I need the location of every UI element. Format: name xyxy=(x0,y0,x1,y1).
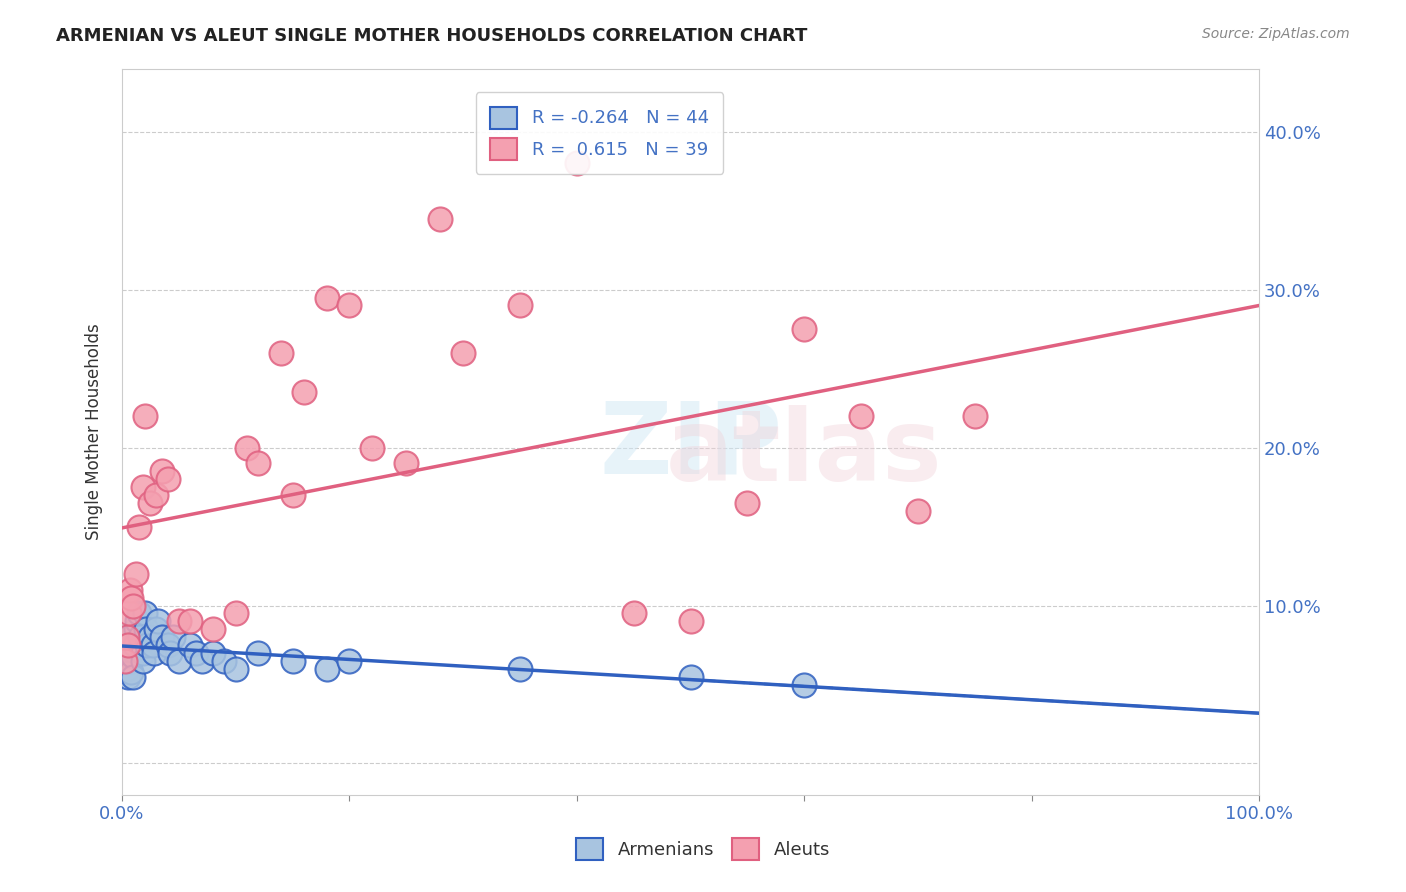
Point xyxy=(150,630,173,644)
Point xyxy=(118,607,141,621)
Point xyxy=(907,504,929,518)
Point xyxy=(156,638,179,652)
Point xyxy=(125,622,148,636)
Point xyxy=(117,670,139,684)
Legend: R = -0.264   N = 44, R =  0.615   N = 39: R = -0.264 N = 44, R = 0.615 N = 39 xyxy=(475,92,723,174)
Point xyxy=(509,662,531,676)
Point xyxy=(134,607,156,621)
Point xyxy=(190,654,212,668)
Point xyxy=(292,385,315,400)
Point xyxy=(395,456,418,470)
Point xyxy=(131,646,153,660)
Text: ARMENIAN VS ALEUT SINGLE MOTHER HOUSEHOLDS CORRELATION CHART: ARMENIAN VS ALEUT SINGLE MOTHER HOUSEHOL… xyxy=(56,27,807,45)
Point xyxy=(131,654,153,668)
Point xyxy=(184,646,207,660)
Point xyxy=(565,156,588,170)
Point xyxy=(136,638,159,652)
Point xyxy=(679,615,702,629)
Point xyxy=(114,654,136,668)
Point xyxy=(121,642,143,657)
Point xyxy=(451,346,474,360)
Point xyxy=(236,441,259,455)
Point xyxy=(139,496,162,510)
Point xyxy=(429,211,451,226)
Point xyxy=(201,622,224,636)
Text: ZIP: ZIP xyxy=(599,398,782,495)
Point xyxy=(225,607,247,621)
Point xyxy=(118,630,141,644)
Point xyxy=(247,456,270,470)
Point xyxy=(148,615,170,629)
Point xyxy=(120,591,142,605)
Point xyxy=(315,291,337,305)
Point xyxy=(623,607,645,621)
Text: atlas: atlas xyxy=(666,405,942,502)
Point xyxy=(134,409,156,423)
Point xyxy=(247,646,270,660)
Point xyxy=(115,662,138,676)
Point xyxy=(214,654,236,668)
Point xyxy=(201,646,224,660)
Point xyxy=(162,630,184,644)
Point xyxy=(339,654,361,668)
Point xyxy=(118,582,141,597)
Point xyxy=(281,488,304,502)
Point xyxy=(122,670,145,684)
Point xyxy=(122,599,145,613)
Point xyxy=(179,615,201,629)
Point xyxy=(115,630,138,644)
Point xyxy=(315,662,337,676)
Point xyxy=(509,298,531,312)
Point xyxy=(793,677,815,691)
Point xyxy=(679,670,702,684)
Point xyxy=(131,480,153,494)
Point xyxy=(125,566,148,581)
Point xyxy=(167,654,190,668)
Point xyxy=(145,488,167,502)
Point xyxy=(118,646,141,660)
Point xyxy=(139,630,162,644)
Point xyxy=(129,630,152,644)
Point xyxy=(167,615,190,629)
Point xyxy=(963,409,986,423)
Point xyxy=(281,654,304,668)
Point xyxy=(142,638,165,652)
Point xyxy=(737,496,759,510)
Point xyxy=(124,638,146,652)
Point xyxy=(156,472,179,486)
Point xyxy=(225,662,247,676)
Point xyxy=(114,654,136,668)
Y-axis label: Single Mother Households: Single Mother Households xyxy=(86,324,103,541)
Point xyxy=(179,638,201,652)
Point xyxy=(849,409,872,423)
Point xyxy=(270,346,292,360)
Point xyxy=(122,649,145,664)
Point xyxy=(361,441,384,455)
Point xyxy=(120,665,142,679)
Point xyxy=(118,654,141,668)
Point xyxy=(145,622,167,636)
Point xyxy=(128,607,150,621)
Legend: Armenians, Aleuts: Armenians, Aleuts xyxy=(561,823,845,874)
Point xyxy=(125,615,148,629)
Point xyxy=(793,322,815,336)
Point xyxy=(128,519,150,533)
Point xyxy=(339,298,361,312)
Text: Source: ZipAtlas.com: Source: ZipAtlas.com xyxy=(1202,27,1350,41)
Point xyxy=(117,638,139,652)
Point xyxy=(117,638,139,652)
Point xyxy=(142,646,165,660)
Point xyxy=(135,622,157,636)
Point xyxy=(159,646,181,660)
Point xyxy=(150,464,173,478)
